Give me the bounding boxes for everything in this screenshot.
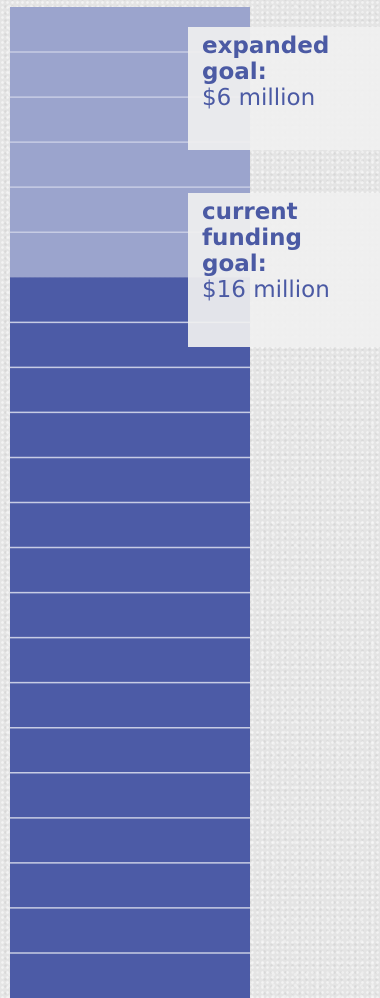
current-goal-callout: current funding goal: $16 million xyxy=(188,193,380,347)
expanded-goal-callout: expanded goal: $6 million xyxy=(188,27,380,150)
current-goal-label: current funding goal: xyxy=(202,199,302,277)
expanded-goal-amount: $6 million xyxy=(202,85,316,111)
current-goal-amount: $16 million xyxy=(202,277,330,303)
expanded-goal-label: expanded goal: xyxy=(202,33,330,85)
